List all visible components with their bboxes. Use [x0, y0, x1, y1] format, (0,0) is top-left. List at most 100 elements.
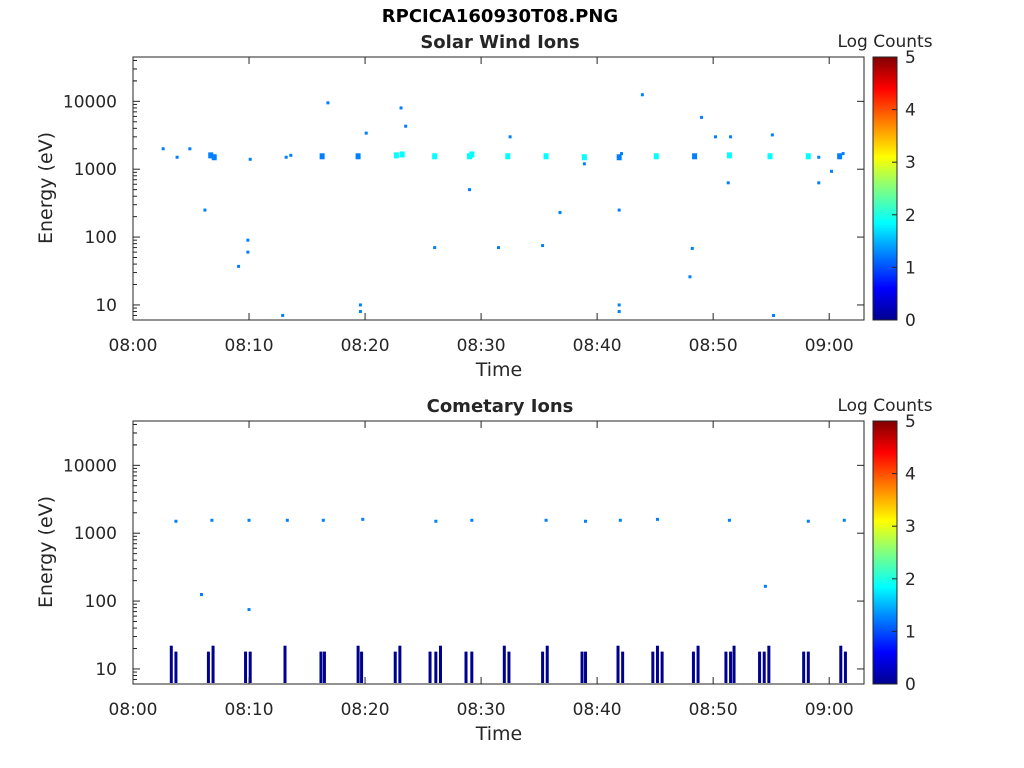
colorbar-tick-label: 4 [905, 101, 916, 121]
cometary-colorbar-label: Log Counts [837, 396, 932, 416]
data-cell [467, 188, 471, 192]
y-tick-label: 10000 [63, 456, 117, 476]
cometary-title: Cometary Ions [427, 396, 574, 417]
cometary-x-ticks: 08:00 08:10 08:20 08:30 08:40 08:50 09:00 [109, 421, 854, 720]
cometary-y-ticks: 10 100 1000 10000 [63, 423, 864, 685]
solar-wind-colorbar-label: Log Counts [837, 32, 932, 52]
data-cell [188, 147, 192, 151]
data-cell [640, 93, 644, 97]
data-cell [508, 135, 512, 139]
low-energy-column [174, 651, 178, 683]
data-cell [358, 310, 362, 314]
low-energy-column [691, 651, 695, 683]
data-cell [505, 153, 511, 160]
colorbar-tick-label: 1 [905, 622, 916, 642]
data-cell [581, 154, 587, 161]
y-tick-label: 10 [95, 296, 117, 316]
data-cell [690, 246, 694, 250]
cometary-plot-area[interactable] [132, 420, 865, 685]
colorbar-tick-label: 5 [905, 412, 916, 432]
low-energy-column [398, 645, 402, 683]
data-cell [161, 147, 165, 151]
data-cell [618, 518, 622, 522]
low-energy-column [507, 651, 511, 683]
data-cell [210, 518, 214, 522]
data-cell [653, 153, 659, 160]
data-cell [326, 101, 330, 105]
low-energy-column [169, 645, 173, 683]
data-cell [619, 152, 623, 156]
solar-wind-x-label: Time [475, 359, 523, 381]
data-cell [771, 313, 775, 317]
data-cell [469, 151, 475, 158]
data-cell [470, 518, 474, 522]
low-energy-column [580, 651, 584, 683]
x-tick-label: 08:10 [225, 336, 274, 356]
data-cell [399, 151, 405, 158]
low-energy-column [621, 651, 625, 683]
data-cell [842, 518, 846, 522]
low-energy-column [732, 645, 736, 683]
x-tick-label: 08:00 [109, 700, 158, 720]
data-cell [770, 133, 774, 137]
low-energy-column [802, 651, 806, 683]
data-cell [726, 181, 730, 185]
low-energy-column [806, 651, 810, 683]
solar-wind-y-label: Energy (eV) [35, 132, 57, 244]
solar-wind-title: Solar Wind Ions [420, 32, 579, 53]
data-cell [558, 211, 562, 215]
x-tick-label: 08:50 [689, 700, 738, 720]
data-cell [203, 208, 207, 212]
cometary-colorbar [872, 420, 898, 685]
x-tick-label: 08:00 [109, 336, 158, 356]
low-energy-column [244, 651, 248, 683]
low-energy-column [584, 651, 588, 683]
low-energy-column [283, 645, 287, 683]
data-cell [358, 303, 362, 307]
data-cell [284, 155, 288, 159]
low-energy-column [651, 651, 655, 683]
low-energy-column [248, 651, 252, 683]
data-cell [837, 153, 843, 160]
data-cell [289, 153, 293, 157]
data-cell [617, 208, 621, 212]
x-tick-label: 08:50 [689, 336, 738, 356]
low-energy-column [696, 645, 700, 683]
data-cell [433, 246, 437, 250]
low-energy-column [541, 651, 545, 683]
data-cell [616, 154, 622, 161]
low-energy-column [655, 645, 659, 683]
x-tick-label: 08:30 [457, 336, 506, 356]
low-energy-column [206, 651, 210, 683]
solar-wind-data-layer [161, 93, 845, 317]
x-tick-label: 09:00 [805, 700, 854, 720]
x-tick-label: 08:20 [341, 336, 390, 356]
low-energy-column [211, 645, 215, 683]
y-tick-label: 1000 [74, 160, 117, 180]
data-cell [393, 152, 399, 159]
colorbar-tick-label: 2 [905, 206, 916, 226]
data-cell [246, 250, 250, 254]
solar-wind-colorbar-ticks: 0 1 2 3 4 5 [892, 48, 916, 331]
x-tick-label: 08:40 [573, 700, 622, 720]
low-energy-column [839, 645, 843, 683]
x-tick-label: 08:20 [341, 700, 390, 720]
low-energy-column [393, 651, 397, 683]
colorbar-tick-label: 0 [905, 311, 916, 331]
data-cell [582, 162, 586, 166]
low-energy-column [464, 651, 468, 683]
data-cell [700, 115, 704, 119]
solar-wind-x-ticks: 08:00 08:10 08:20 08:30 08:40 08:50 09:00 [109, 57, 854, 356]
data-cell [688, 275, 692, 279]
cometary-colorbar-ticks: 0 1 2 3 4 5 [892, 412, 916, 695]
solar-wind-plot-area[interactable] [132, 56, 865, 321]
data-cell [432, 153, 438, 160]
colorbar-tick-label: 5 [905, 48, 916, 68]
data-cell [805, 153, 811, 160]
data-cell [617, 310, 621, 314]
data-cell [543, 153, 549, 160]
data-cell [830, 169, 834, 173]
y-tick-label: 100 [85, 228, 117, 248]
